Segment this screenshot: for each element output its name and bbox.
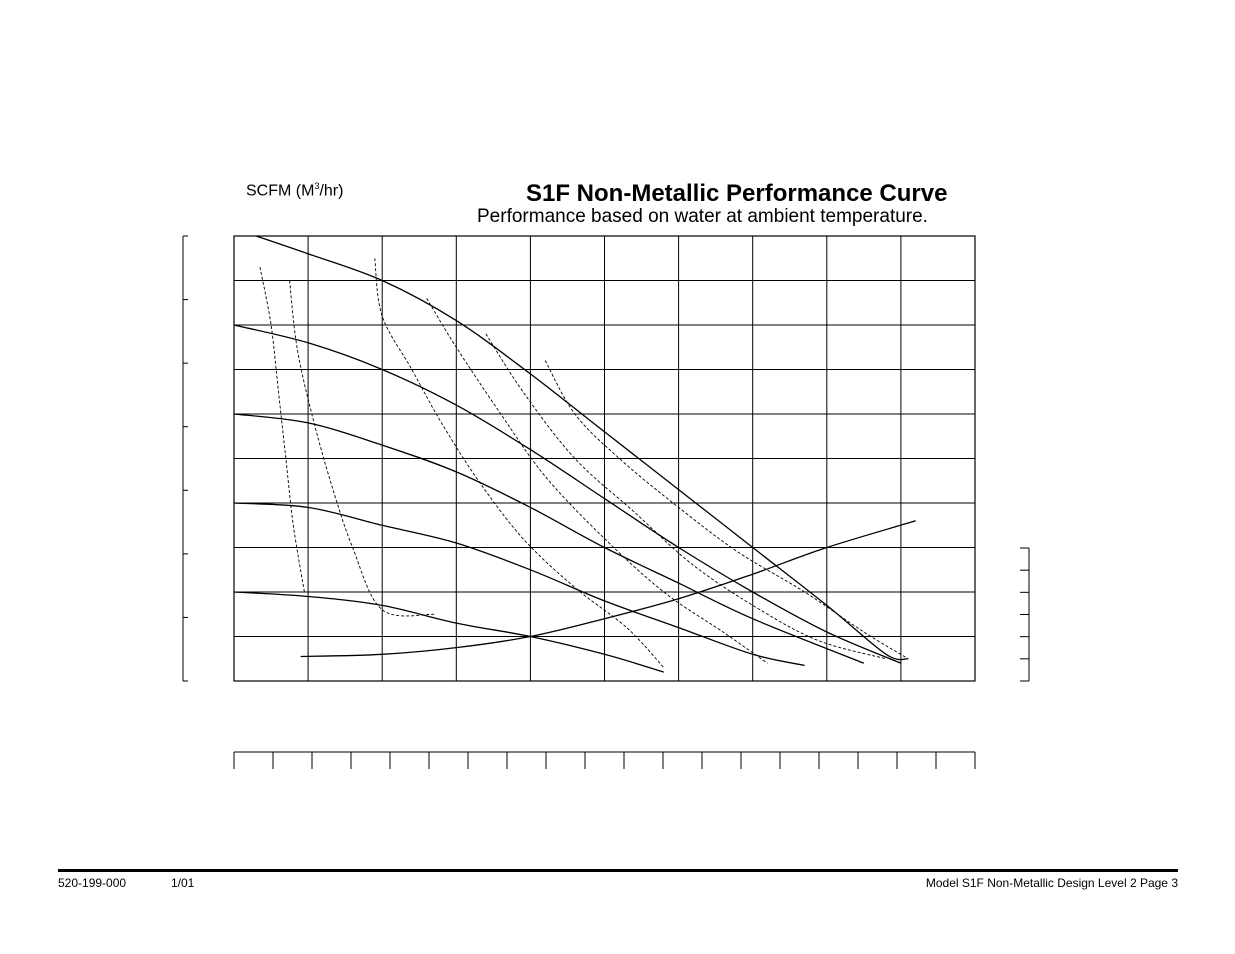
head-curve [233,591,664,673]
chart-curves [233,235,916,673]
air-consumption-curve [544,360,909,660]
scfm-unit-superscript: 3 [314,181,320,191]
footer-rule [58,869,1178,872]
air-consumption-curve [426,298,768,664]
air-consumption-curve [259,267,305,593]
air-consumption-curve [289,280,435,617]
scfm-axis-label: SCFM (M3/hr) [246,181,344,200]
air-consumption-curve [485,333,887,660]
head-curve [255,235,909,661]
head-curve [233,502,805,667]
chart-subtitle: Performance based on water at ambient te… [477,206,928,227]
footer-model-text: Model S1F Non-Metallic Design Level 2 Pa… [925,876,1178,890]
chart-axes [182,235,1030,769]
air-consumption-curve [374,258,665,668]
air-usage-line [300,520,916,658]
chart-grid [233,235,976,682]
footer-doc-number: 520-199-000 [58,876,127,890]
chart-title: S1F Non-Metallic Performance Curve [526,180,948,207]
footer-date: 1/01 [171,876,195,890]
head-curve [233,413,865,664]
head-curve [233,324,902,664]
